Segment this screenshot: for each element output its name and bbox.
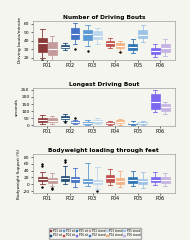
Title: Bodyweight loading through feet: Bodyweight loading through feet [48,148,159,153]
PathPatch shape [83,30,92,40]
Y-axis label: Bodyweight Support (%): Bodyweight Support (%) [17,148,21,199]
Title: Number of Driving Bouts: Number of Driving Bouts [63,15,145,20]
PathPatch shape [161,178,170,183]
PathPatch shape [38,177,47,181]
PathPatch shape [38,118,47,122]
PathPatch shape [151,94,160,109]
PathPatch shape [116,120,124,123]
PathPatch shape [138,30,147,38]
PathPatch shape [138,122,147,124]
PathPatch shape [48,42,57,55]
PathPatch shape [161,104,170,111]
PathPatch shape [71,28,79,39]
PathPatch shape [93,31,102,39]
PathPatch shape [71,121,79,123]
PathPatch shape [61,45,69,48]
PathPatch shape [38,38,47,52]
PathPatch shape [151,177,160,182]
Title: Longest Driving Bout: Longest Driving Bout [69,82,139,87]
PathPatch shape [161,44,170,52]
PathPatch shape [71,177,79,182]
Y-axis label: seconds: seconds [15,98,19,116]
Y-axis label: Driving bouts/minute: Driving bouts/minute [18,17,22,63]
PathPatch shape [128,123,137,124]
PathPatch shape [61,176,69,181]
Legend: P01 sit, P02 sit, P03 sit, P04 sit, P05 sit, P06 sit, P01 stand, P02 stand, P03 : P01 sit, P02 sit, P03 sit, P04 sit, P05 … [49,228,141,239]
PathPatch shape [151,48,160,54]
PathPatch shape [128,178,137,183]
PathPatch shape [138,179,147,184]
PathPatch shape [61,116,69,120]
PathPatch shape [83,122,92,124]
PathPatch shape [116,43,124,48]
PathPatch shape [93,120,102,123]
PathPatch shape [128,44,137,50]
PathPatch shape [106,41,114,46]
PathPatch shape [93,180,102,184]
PathPatch shape [48,178,57,183]
PathPatch shape [116,178,124,184]
PathPatch shape [106,175,114,182]
PathPatch shape [83,179,92,183]
PathPatch shape [106,122,114,124]
PathPatch shape [48,118,57,122]
